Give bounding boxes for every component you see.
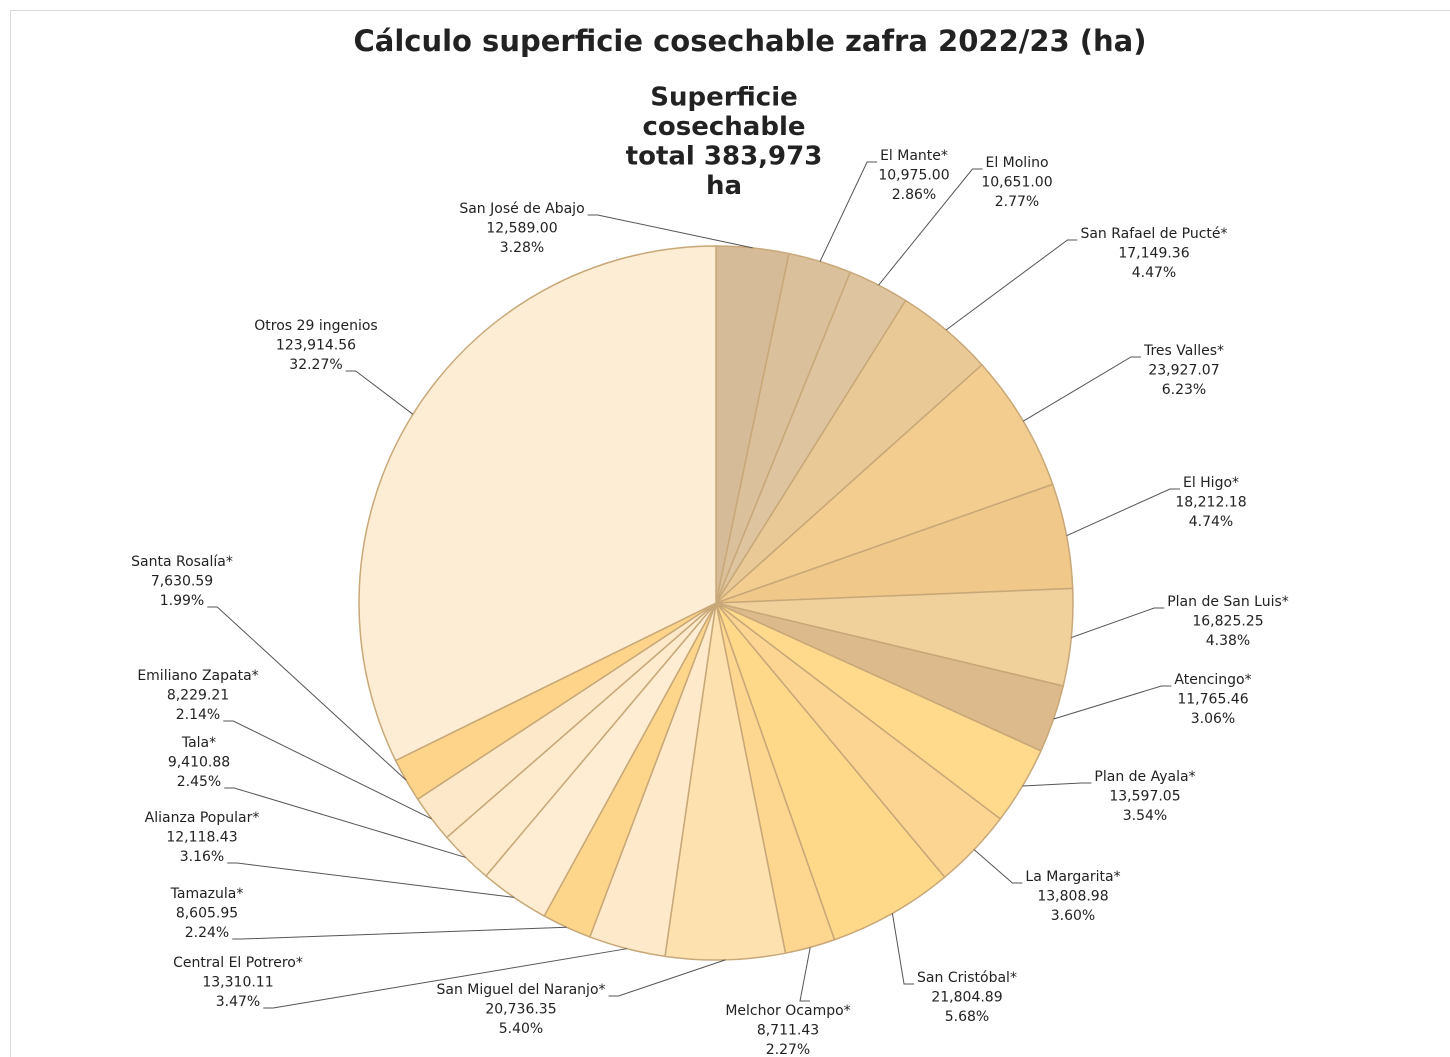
slice-percent: 3.54%	[1123, 808, 1167, 824]
leader-line	[819, 161, 878, 262]
frame	[10, 10, 1450, 1057]
leader-line	[232, 926, 567, 940]
total-annotation: ha	[706, 171, 742, 201]
slice-percent: 2.27%	[766, 1042, 810, 1057]
slice-percent: 3.28%	[500, 240, 544, 256]
slice-value: 10,651.00	[981, 175, 1052, 191]
leader-line	[207, 606, 407, 781]
slice-value: 21,804.89	[931, 990, 1002, 1006]
total-annotation: cosechable	[642, 112, 805, 142]
slice-percent: 5.40%	[499, 1021, 543, 1037]
slice-value: 12,118.43	[166, 830, 237, 846]
slice-percent: 5.68%	[945, 1009, 989, 1025]
slice-percent: 3.60%	[1051, 908, 1095, 924]
slice-label: El Molino	[985, 155, 1048, 171]
leader-line	[799, 947, 811, 1002]
slice-percent: 32.27%	[289, 357, 342, 373]
slice-value: 8,229.21	[167, 688, 229, 704]
slice-label: El Higo*	[1183, 475, 1239, 491]
leader-line	[1022, 782, 1092, 787]
slice-value: 11,765.46	[1177, 692, 1248, 708]
leader-line	[263, 948, 627, 1009]
slice-value: 13,597.05	[1109, 789, 1180, 805]
slice-label: Melchor Ocampo*	[725, 1003, 850, 1019]
chart-title: Cálculo superficie cosechable zafra 2022…	[353, 24, 1146, 58]
slice-value: 8,711.43	[757, 1023, 819, 1039]
slice-label: San José de Abajo	[459, 201, 584, 217]
slice-label: Otros 29 ingenios	[254, 318, 377, 334]
slice-label: Alianza Popular*	[145, 810, 260, 826]
slice-value: 16,825.25	[1192, 614, 1263, 630]
leader-line	[587, 214, 753, 249]
leader-line	[1022, 356, 1141, 422]
leader-line	[1071, 607, 1165, 639]
slice-percent: 2.77%	[995, 194, 1039, 210]
slice-label: Tala*	[181, 735, 216, 751]
slice-value: 13,808.98	[1037, 889, 1108, 905]
slice-percent: 4.74%	[1189, 514, 1233, 530]
slice-value: 20,736.35	[485, 1002, 556, 1018]
leader-line	[1053, 685, 1172, 720]
slice-percent: 3.47%	[216, 994, 260, 1010]
slice-label: Central El Potrero*	[173, 955, 303, 971]
slice-value: 8,605.95	[176, 906, 238, 922]
slice-value: 23,927.07	[1148, 363, 1219, 379]
slice-value: 12,589.00	[486, 221, 557, 237]
slice-value: 9,410.88	[168, 755, 230, 771]
leader-line	[945, 239, 1078, 331]
slice-percent: 4.38%	[1206, 633, 1250, 649]
slice-value: 18,212.18	[1175, 495, 1246, 511]
pie-slice	[715, 363, 1054, 604]
slice-value: 13,310.11	[202, 975, 273, 991]
slice-percent: 3.06%	[1191, 711, 1235, 727]
slice-percent: 2.24%	[185, 925, 229, 941]
slice-percent: 1.99%	[160, 593, 204, 609]
slice-label: Santa Rosalía*	[131, 554, 233, 570]
pie-slice	[715, 602, 946, 941]
leader-line	[224, 787, 466, 858]
total-annotation: Superficie	[650, 83, 798, 113]
slice-percent: 2.86%	[892, 187, 936, 203]
slice-label: Plan de Ayala*	[1094, 769, 1195, 785]
slice-percent: 4.47%	[1132, 265, 1176, 281]
slice-value: 123,914.56	[276, 338, 356, 354]
slice-label: Emiliano Zapata*	[137, 668, 258, 684]
slice-label: Tamazula*	[170, 886, 244, 902]
slice-label: El Mante*	[880, 148, 948, 164]
leader-line	[891, 913, 915, 985]
slice-value: 10,975.00	[878, 168, 949, 184]
leader-line	[973, 849, 1023, 884]
slice-label: San Miguel del Naranjo*	[436, 982, 605, 998]
slice-percent: 6.23%	[1162, 382, 1206, 398]
leader-line	[1066, 488, 1180, 537]
slice-label: Tres Valles*	[1143, 343, 1224, 359]
slice-value: 7,630.59	[151, 574, 213, 590]
slice-percent: 2.14%	[176, 707, 220, 723]
slice-label: Atencingo*	[1174, 672, 1251, 688]
slice-label: Plan de San Luis*	[1167, 594, 1289, 610]
leader-line	[608, 959, 726, 997]
total-annotation: total 383,973	[626, 142, 823, 172]
leader-line	[345, 370, 414, 415]
slice-label: San Cristóbal*	[917, 970, 1017, 986]
slice-label: San Rafael de Pucté*	[1080, 226, 1227, 242]
slice-value: 17,149.36	[1118, 246, 1189, 262]
slice-percent: 3.16%	[180, 849, 224, 865]
slice-label: La Margarita*	[1025, 869, 1120, 885]
pie-slice	[358, 245, 717, 762]
leader-line	[878, 168, 983, 286]
leader-line	[223, 720, 432, 820]
leader-line	[227, 862, 515, 898]
slice-percent: 2.45%	[177, 774, 221, 790]
